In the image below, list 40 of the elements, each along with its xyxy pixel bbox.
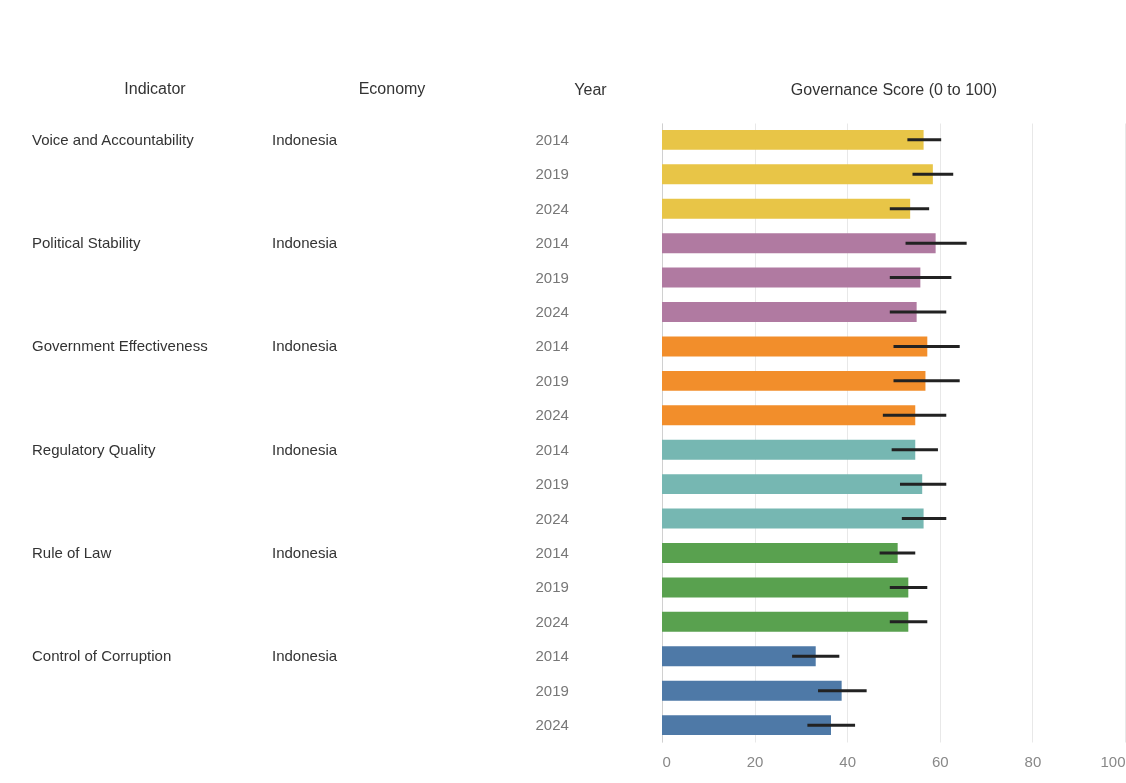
text: Indonesia — [272, 337, 338, 355]
y-tick-label: 2019 — [535, 371, 569, 389]
x-tick-label: 20 — [746, 752, 764, 770]
x-tick-label: 100 — [1100, 752, 1126, 770]
text: Government Effectiveness — [32, 337, 208, 355]
y-tick-label: 2024 — [535, 406, 569, 424]
y-axis-title: Year — [574, 80, 608, 98]
text: Regulatory Quality — [32, 440, 156, 458]
y-tick-label: 2014 — [535, 440, 569, 458]
y-tick-label: 2014 — [535, 337, 569, 355]
x-tick-label: 80 — [1024, 752, 1042, 770]
y-tick-label: 2014 — [535, 234, 569, 252]
y-tick-label: 2014 — [535, 543, 569, 561]
text: Political Stability — [32, 234, 141, 252]
y-tick-label: 2024 — [535, 199, 569, 217]
text: Indonesia — [272, 440, 338, 458]
text: Indonesia — [272, 543, 338, 561]
y-tick-label: 2024 — [535, 716, 569, 734]
y-tick-label: 2014 — [535, 130, 569, 148]
y-tick-label: 2019 — [535, 165, 569, 183]
y-tick-label: 2024 — [535, 303, 569, 321]
y-tick-label: 2019 — [535, 475, 569, 493]
text: Rule of Law — [32, 543, 112, 561]
y-tick-label: 2019 — [535, 681, 569, 699]
text: Control of Corruption — [32, 647, 172, 665]
text: Economy — [358, 80, 426, 97]
y-tick-label: 2019 — [535, 578, 569, 596]
text: Voice and Accountability — [32, 130, 195, 148]
y-tick-label: 2024 — [535, 509, 569, 527]
x-tick-label: 0 — [662, 752, 671, 770]
y-tick-label: 2024 — [535, 612, 569, 630]
x-tick-label: 40 — [839, 752, 857, 770]
text: Indonesia — [272, 234, 338, 252]
y-tick-label: 2014 — [535, 647, 569, 665]
text: Indicator — [124, 80, 187, 97]
x-axis-title: Governance Score (0 to 100) — [790, 80, 998, 98]
x-tick-label: 60 — [931, 752, 949, 770]
text: Indonesia — [272, 647, 338, 665]
y-tick-label: 2019 — [535, 268, 569, 286]
text: Indonesia — [272, 130, 338, 148]
